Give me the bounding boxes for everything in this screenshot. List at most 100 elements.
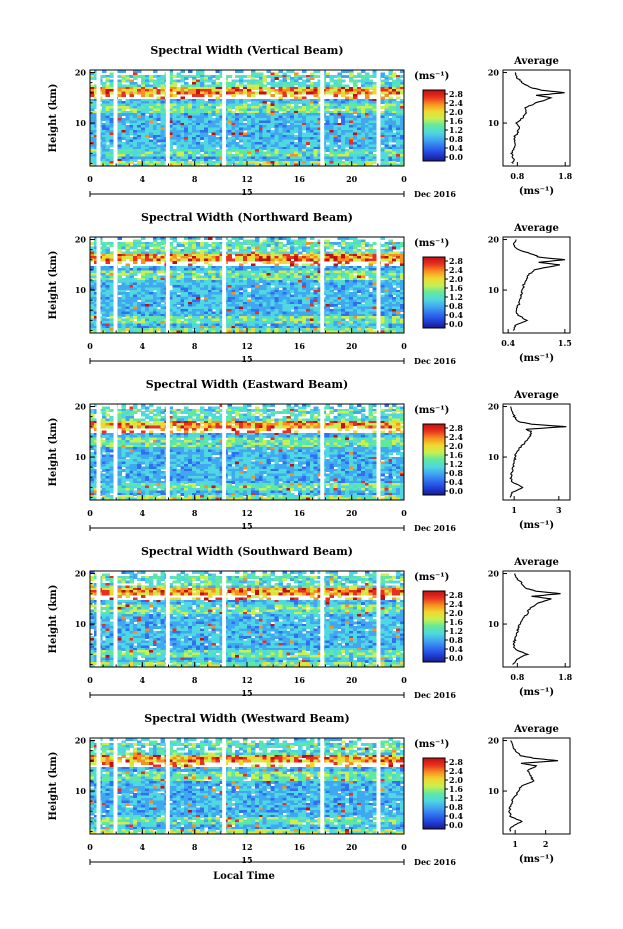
y-tick-label: 20 (75, 569, 87, 579)
colorbar-unit: (ms⁻¹) (414, 405, 449, 416)
colorbar-tick: 0.4 (449, 143, 463, 153)
average-title: Average (513, 56, 559, 67)
x-tick-label: 20 (346, 174, 358, 184)
average-profile-line (509, 406, 567, 498)
average-x-tick: 1.8 (558, 672, 572, 682)
colorbar-tick: 1.2 (449, 125, 463, 135)
average-x-tick: 1 (511, 505, 517, 515)
colorbar (422, 423, 446, 496)
panel-title: Spectral Width (Vertical Beam) (150, 44, 343, 57)
colorbar-tick: 0.8 (449, 134, 463, 144)
colorbar-tick: 2.0 (449, 441, 463, 451)
average-profile-line (512, 573, 561, 665)
x-tick-label: 0 (87, 341, 93, 351)
x-tick-label: 4 (140, 341, 146, 351)
average-y-tick: 10 (488, 118, 500, 128)
colorbar-tick: 1.2 (449, 793, 463, 803)
colorbar-tick: 2.4 (449, 432, 463, 442)
average-y-tick: 10 (488, 786, 500, 796)
date-month: Dec 2016 (414, 690, 456, 700)
x-tick-label: 8 (192, 842, 198, 852)
x-tick-label: 4 (140, 508, 146, 518)
colorbar-tick: 1.2 (449, 292, 463, 302)
x-tick-label: 0 (87, 675, 93, 685)
average-x-tick: 1 (512, 839, 518, 849)
average-y-tick: 20 (488, 235, 500, 245)
average-y-tick: 20 (488, 68, 500, 78)
x-tick-label: 20 (346, 341, 358, 351)
x-tick-label: 0 (87, 174, 93, 184)
y-tick-label: 20 (75, 235, 87, 245)
x-tick-label: 0 (87, 842, 93, 852)
colorbar-tick: 0.8 (449, 468, 463, 478)
average-x-tick: 0.8 (510, 672, 524, 682)
colorbar-tick: 0.0 (449, 486, 463, 496)
colorbar-tick: 2.0 (449, 107, 463, 117)
average-title: Average (513, 223, 559, 234)
colorbar-tick: 2.0 (449, 608, 463, 618)
colorbar (422, 590, 446, 663)
x-tick-label: 8 (192, 675, 198, 685)
x-tick-label: 12 (241, 842, 252, 852)
x-tick-label: 20 (346, 842, 358, 852)
colorbar (422, 757, 446, 830)
average-x-label: (ms⁻¹) (519, 520, 554, 531)
x-tick-label: 0 (401, 842, 407, 852)
y-tick-label: 10 (75, 118, 87, 128)
y-tick-label: 20 (75, 736, 87, 746)
date-month: Dec 2016 (414, 857, 456, 867)
colorbar-tick: 0.8 (449, 301, 463, 311)
x-tick-label: 0 (401, 341, 407, 351)
average-title: Average (513, 724, 559, 735)
average-y-tick: 20 (488, 569, 500, 579)
average-profile-line (512, 239, 566, 331)
average-x-label: (ms⁻¹) (519, 186, 554, 197)
x-tick-label: 4 (140, 675, 146, 685)
colorbar (422, 89, 446, 162)
date-day: 15 (241, 354, 252, 364)
panel-title: Spectral Width (Eastward Beam) (146, 378, 348, 391)
colorbar-tick: 2.0 (449, 775, 463, 785)
colorbar-tick: 0.0 (449, 653, 463, 663)
x-tick-label: 16 (294, 174, 306, 184)
y-tick-label: 20 (75, 402, 87, 412)
x-tick-label: 16 (294, 508, 306, 518)
colorbar-tick: 1.6 (449, 450, 463, 460)
x-tick-label: 12 (241, 341, 252, 351)
panel-2: Spectral Width (Northward Beam) 20 10 Heigh… (48, 211, 572, 366)
colorbar-tick: 2.8 (449, 590, 463, 600)
x-tick-label: 0 (87, 508, 93, 518)
x-tick-label: 20 (346, 508, 358, 518)
x-tick-label: 8 (192, 341, 198, 351)
colorbar-unit: (ms⁻¹) (414, 238, 449, 249)
average-x-tick: 1.5 (558, 338, 572, 348)
x-tick-label: 20 (346, 675, 358, 685)
x-tick-label: 16 (294, 341, 306, 351)
heatmap-cells (90, 404, 405, 501)
y-tick-label: 10 (75, 452, 87, 462)
colorbar-unit: (ms⁻¹) (414, 572, 449, 583)
x-tick-label: 0 (401, 508, 407, 518)
date-month: Dec 2016 (414, 523, 456, 533)
colorbar-tick: 0.0 (449, 820, 463, 830)
colorbar-tick: 0.4 (449, 310, 463, 320)
average-profile-line (508, 740, 559, 832)
date-month: Dec 2016 (414, 356, 456, 366)
y-tick-label: 10 (75, 786, 87, 796)
y-axis-label: Height (km) (48, 251, 59, 320)
colorbar-tick: 0.4 (449, 644, 463, 654)
colorbar-unit: (ms⁻¹) (414, 739, 449, 750)
panel-1: Spectral Width (Vertical Beam) 20 10 Height… (48, 44, 573, 199)
average-x-tick: 0.8 (510, 171, 524, 181)
y-tick-label: 20 (75, 68, 87, 78)
colorbar-tick: 2.8 (449, 256, 463, 266)
colorbar-tick: 0.8 (449, 635, 463, 645)
panel-3: Spectral Width (Eastward Beam)2010Height… (48, 378, 571, 533)
average-title: Average (513, 557, 559, 568)
colorbar-tick: 1.6 (449, 116, 463, 126)
x-tick-label: 0 (401, 174, 407, 184)
average-x-label: (ms⁻¹) (519, 353, 554, 364)
date-day: 15 (241, 688, 252, 698)
colorbar-tick: 0.8 (449, 802, 463, 812)
y-axis-label: Height (km) (48, 585, 59, 654)
